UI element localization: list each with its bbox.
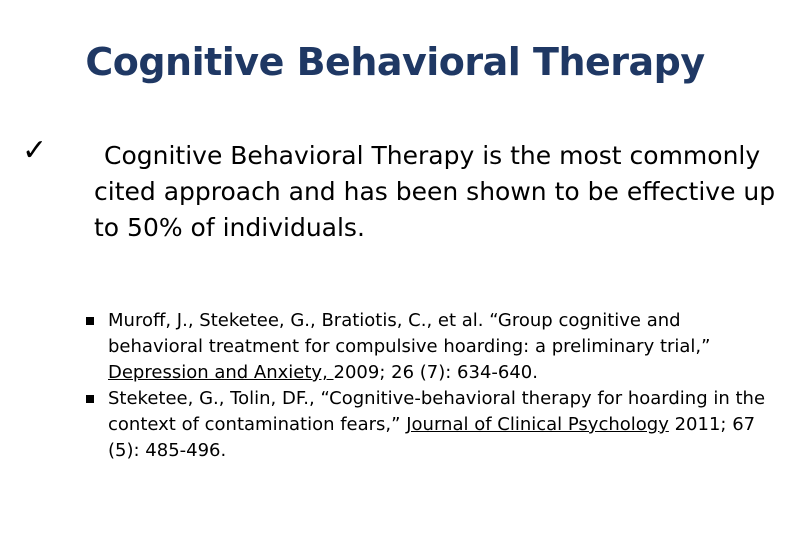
reference-text: Muroff, J., Steketee, G., Bratiotis, C.,… xyxy=(108,310,711,357)
references-list: Muroff, J., Steketee, G., Bratiotis, C.,… xyxy=(86,308,776,464)
square-bullet-icon xyxy=(86,395,94,403)
slide-title: Cognitive Behavioral Therapy xyxy=(85,40,705,84)
reference-item: Steketee, G., Tolin, DF., “Cognitive-beh… xyxy=(86,386,776,464)
main-bullet-text: Cognitive Behavioral Therapy is the most… xyxy=(94,141,776,242)
reference-item: Muroff, J., Steketee, G., Bratiotis, C.,… xyxy=(86,308,776,386)
reference-text: Steketee, G., Tolin, DF., “Cognitive-beh… xyxy=(108,388,766,435)
reference-citation: 2009; 26 (7): 634-640. xyxy=(333,362,538,383)
reference-journal: Depression and Anxiety, xyxy=(108,362,334,383)
square-bullet-icon xyxy=(86,317,94,325)
checkmark-icon: ✓ xyxy=(22,133,48,168)
reference-journal: Journal of Clinical Psychology xyxy=(406,414,669,435)
reference-citation: 2011; 67 (5): 485-496. xyxy=(108,414,756,461)
